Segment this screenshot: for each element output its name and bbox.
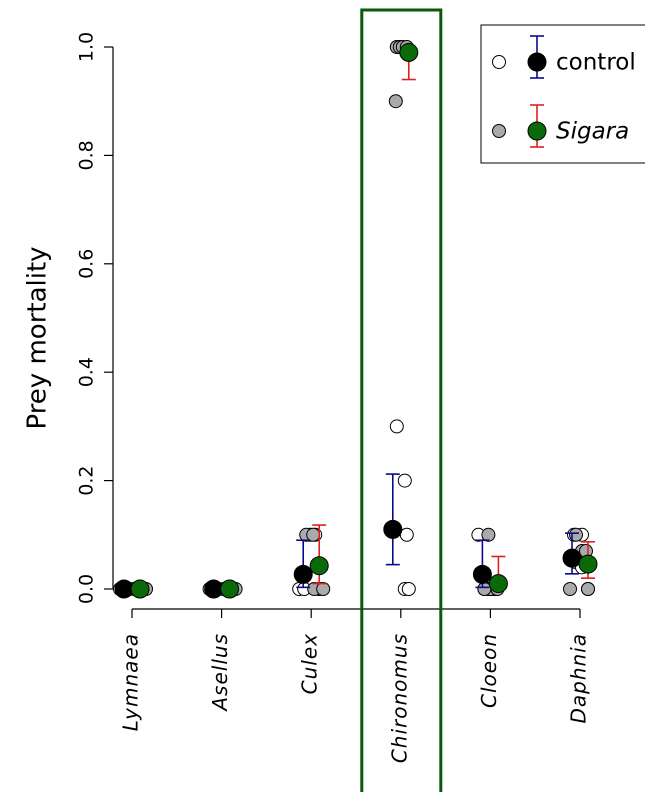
control-mean-point <box>472 564 492 584</box>
x-tick-label: Cloeon <box>477 633 501 708</box>
y-tick-label: 0.0 <box>76 574 98 604</box>
x-tick-label: Lymnaea <box>119 633 143 731</box>
y-tick-label: 0.4 <box>76 357 98 387</box>
highlight-layer <box>360 8 443 792</box>
control-mean-point <box>204 579 224 599</box>
y-tick-label: 0.8 <box>76 140 98 170</box>
x-tick-label: Asellus <box>208 633 232 713</box>
legend: control Sigara <box>480 24 645 164</box>
sigara-raw-point <box>581 582 595 596</box>
sigara-raw-point <box>388 94 403 109</box>
legend-sigara-label: Sigara <box>556 119 629 145</box>
y-tick-label: 1.0 <box>76 32 98 62</box>
x-tick-label: Chironomus <box>387 633 411 763</box>
legend-control-mean-symbol <box>527 52 547 72</box>
sigara-mean-point <box>220 579 240 599</box>
control-mean-point <box>562 548 582 568</box>
legend-control-raw-symbol <box>492 55 506 69</box>
sigara-mean-point <box>309 556 329 576</box>
sigara-mean-point <box>130 579 150 599</box>
control-raw-point <box>397 473 412 488</box>
legend-box <box>480 24 645 164</box>
sigara-mean-point <box>399 42 419 62</box>
axes-layer: 0.0 0.2 0.4 0.6 0.8 1.0 Prey mortality Lymnaea A… <box>23 32 591 763</box>
sigara-raw-point <box>316 582 331 596</box>
highlight-box <box>360 8 443 792</box>
legend-control-label: control <box>556 50 636 76</box>
control-mean-point <box>114 579 134 599</box>
x-tick-label: Culex <box>298 633 322 694</box>
sigara-mean-point <box>578 554 598 574</box>
y-tick-label: 0.2 <box>76 465 98 495</box>
control-raw-point <box>401 582 416 596</box>
control-mean-point <box>383 519 403 539</box>
legend-sigara-raw-symbol <box>492 124 506 138</box>
control-mean-point <box>293 564 313 584</box>
y-tick-label: 0.6 <box>76 249 98 279</box>
sigara-raw-point <box>481 527 496 542</box>
legend-sigara-mean-symbol <box>527 121 547 141</box>
mean-points-layer <box>114 42 598 599</box>
sigara-raw-point <box>563 582 577 596</box>
sigara-mean-point <box>488 574 508 594</box>
x-tick-label: Daphnia <box>567 633 591 724</box>
sigara-raw-point <box>306 527 321 542</box>
y-axis-title: Prey mortality <box>23 246 53 429</box>
control-raw-point <box>389 419 404 434</box>
